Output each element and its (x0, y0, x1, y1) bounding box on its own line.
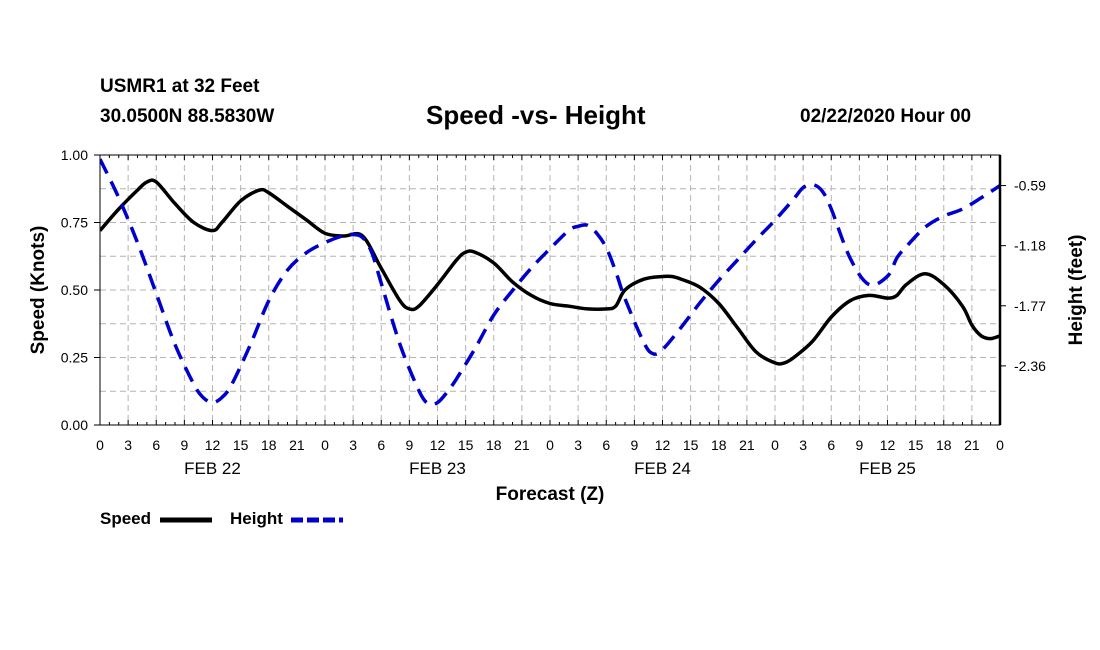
x-tick-label: 6 (827, 437, 835, 453)
x-tick-label: 18 (486, 437, 502, 453)
x-tick-label: 3 (574, 437, 582, 453)
x-tick-label: 12 (655, 437, 671, 453)
date-label: FEB 24 (634, 459, 691, 478)
x-tick-label: 21 (964, 437, 980, 453)
y-left-tick-label: 0.50 (61, 282, 88, 298)
x-tick-label: 18 (936, 437, 952, 453)
legend-label-height: Height (230, 509, 283, 528)
x-tick-label: 6 (602, 437, 610, 453)
x-tick-label: 9 (630, 437, 638, 453)
x-tick-label: 9 (180, 437, 188, 453)
x-tick-label: 15 (233, 437, 249, 453)
date-label: FEB 23 (409, 459, 466, 478)
series-line-speed (100, 178, 1000, 366)
series-line-height (100, 158, 1000, 407)
x-tick-label: 21 (514, 437, 530, 453)
y-left-tick-label: 0.00 (61, 417, 88, 433)
x-tick-label: 21 (739, 437, 755, 453)
x-tick-label: 3 (349, 437, 357, 453)
y-left-tick-label: 1.00 (61, 147, 88, 163)
x-tick-label: 0 (996, 437, 1004, 453)
x-tick-label: 0 (321, 437, 329, 453)
x-tick-label: 15 (908, 437, 924, 453)
x-tick-label: 18 (711, 437, 727, 453)
y-right-tick-label: -0.59 (1014, 178, 1046, 194)
x-tick-label: 9 (405, 437, 413, 453)
x-tick-label: 21 (289, 437, 305, 453)
x-tick-label: 3 (799, 437, 807, 453)
x-tick-label: 15 (458, 437, 474, 453)
x-tick-label: 15 (683, 437, 699, 453)
x-tick-label: 6 (377, 437, 385, 453)
x-tick-label: 12 (430, 437, 446, 453)
x-tick-label: 12 (205, 437, 221, 453)
x-tick-label: 18 (261, 437, 277, 453)
date-label: FEB 22 (184, 459, 241, 478)
x-axis-title: Forecast (Z) (496, 484, 605, 505)
y-right-tick-label: -1.18 (1014, 238, 1046, 254)
x-tick-label: 9 (855, 437, 863, 453)
x-tick-label: 3 (124, 437, 132, 453)
legend-label-speed: Speed (100, 509, 151, 528)
grid-layer (100, 155, 1000, 425)
series-layer (100, 158, 1000, 407)
station-name: USMR1 at 32 Feet (100, 76, 260, 97)
x-tick-label: 6 (152, 437, 160, 453)
y-right-tick-label: -1.77 (1014, 298, 1046, 314)
y-right-tick-label: -2.36 (1014, 358, 1046, 374)
label-layer: 0 3 6 9 12 15 18 21 0 3 6 9 12 15 18 21 0 3 6 9 12 15 18 21 0 3 6 9… (28, 147, 1087, 528)
date-label: FEB 25 (859, 459, 916, 478)
y-left-tick-label: 0.75 (61, 215, 88, 231)
x-tick-label: 0 (546, 437, 554, 453)
y-left-axis-title: Speed (Knots) (28, 226, 49, 355)
chart-title: Speed -vs- Height (426, 100, 646, 130)
y-right-axis-title: Height (feet) (1066, 235, 1087, 346)
x-tick-label: 12 (880, 437, 896, 453)
x-tick-label: 0 (771, 437, 779, 453)
y-left-tick-label: 0.25 (61, 350, 88, 366)
x-tick-label: 0 (96, 437, 104, 453)
frame-layer (94, 154, 1006, 426)
station-coordinates: 30.0500N 88.5830W (100, 106, 275, 127)
forecast-timestamp: 02/22/2020 Hour 00 (800, 106, 972, 127)
